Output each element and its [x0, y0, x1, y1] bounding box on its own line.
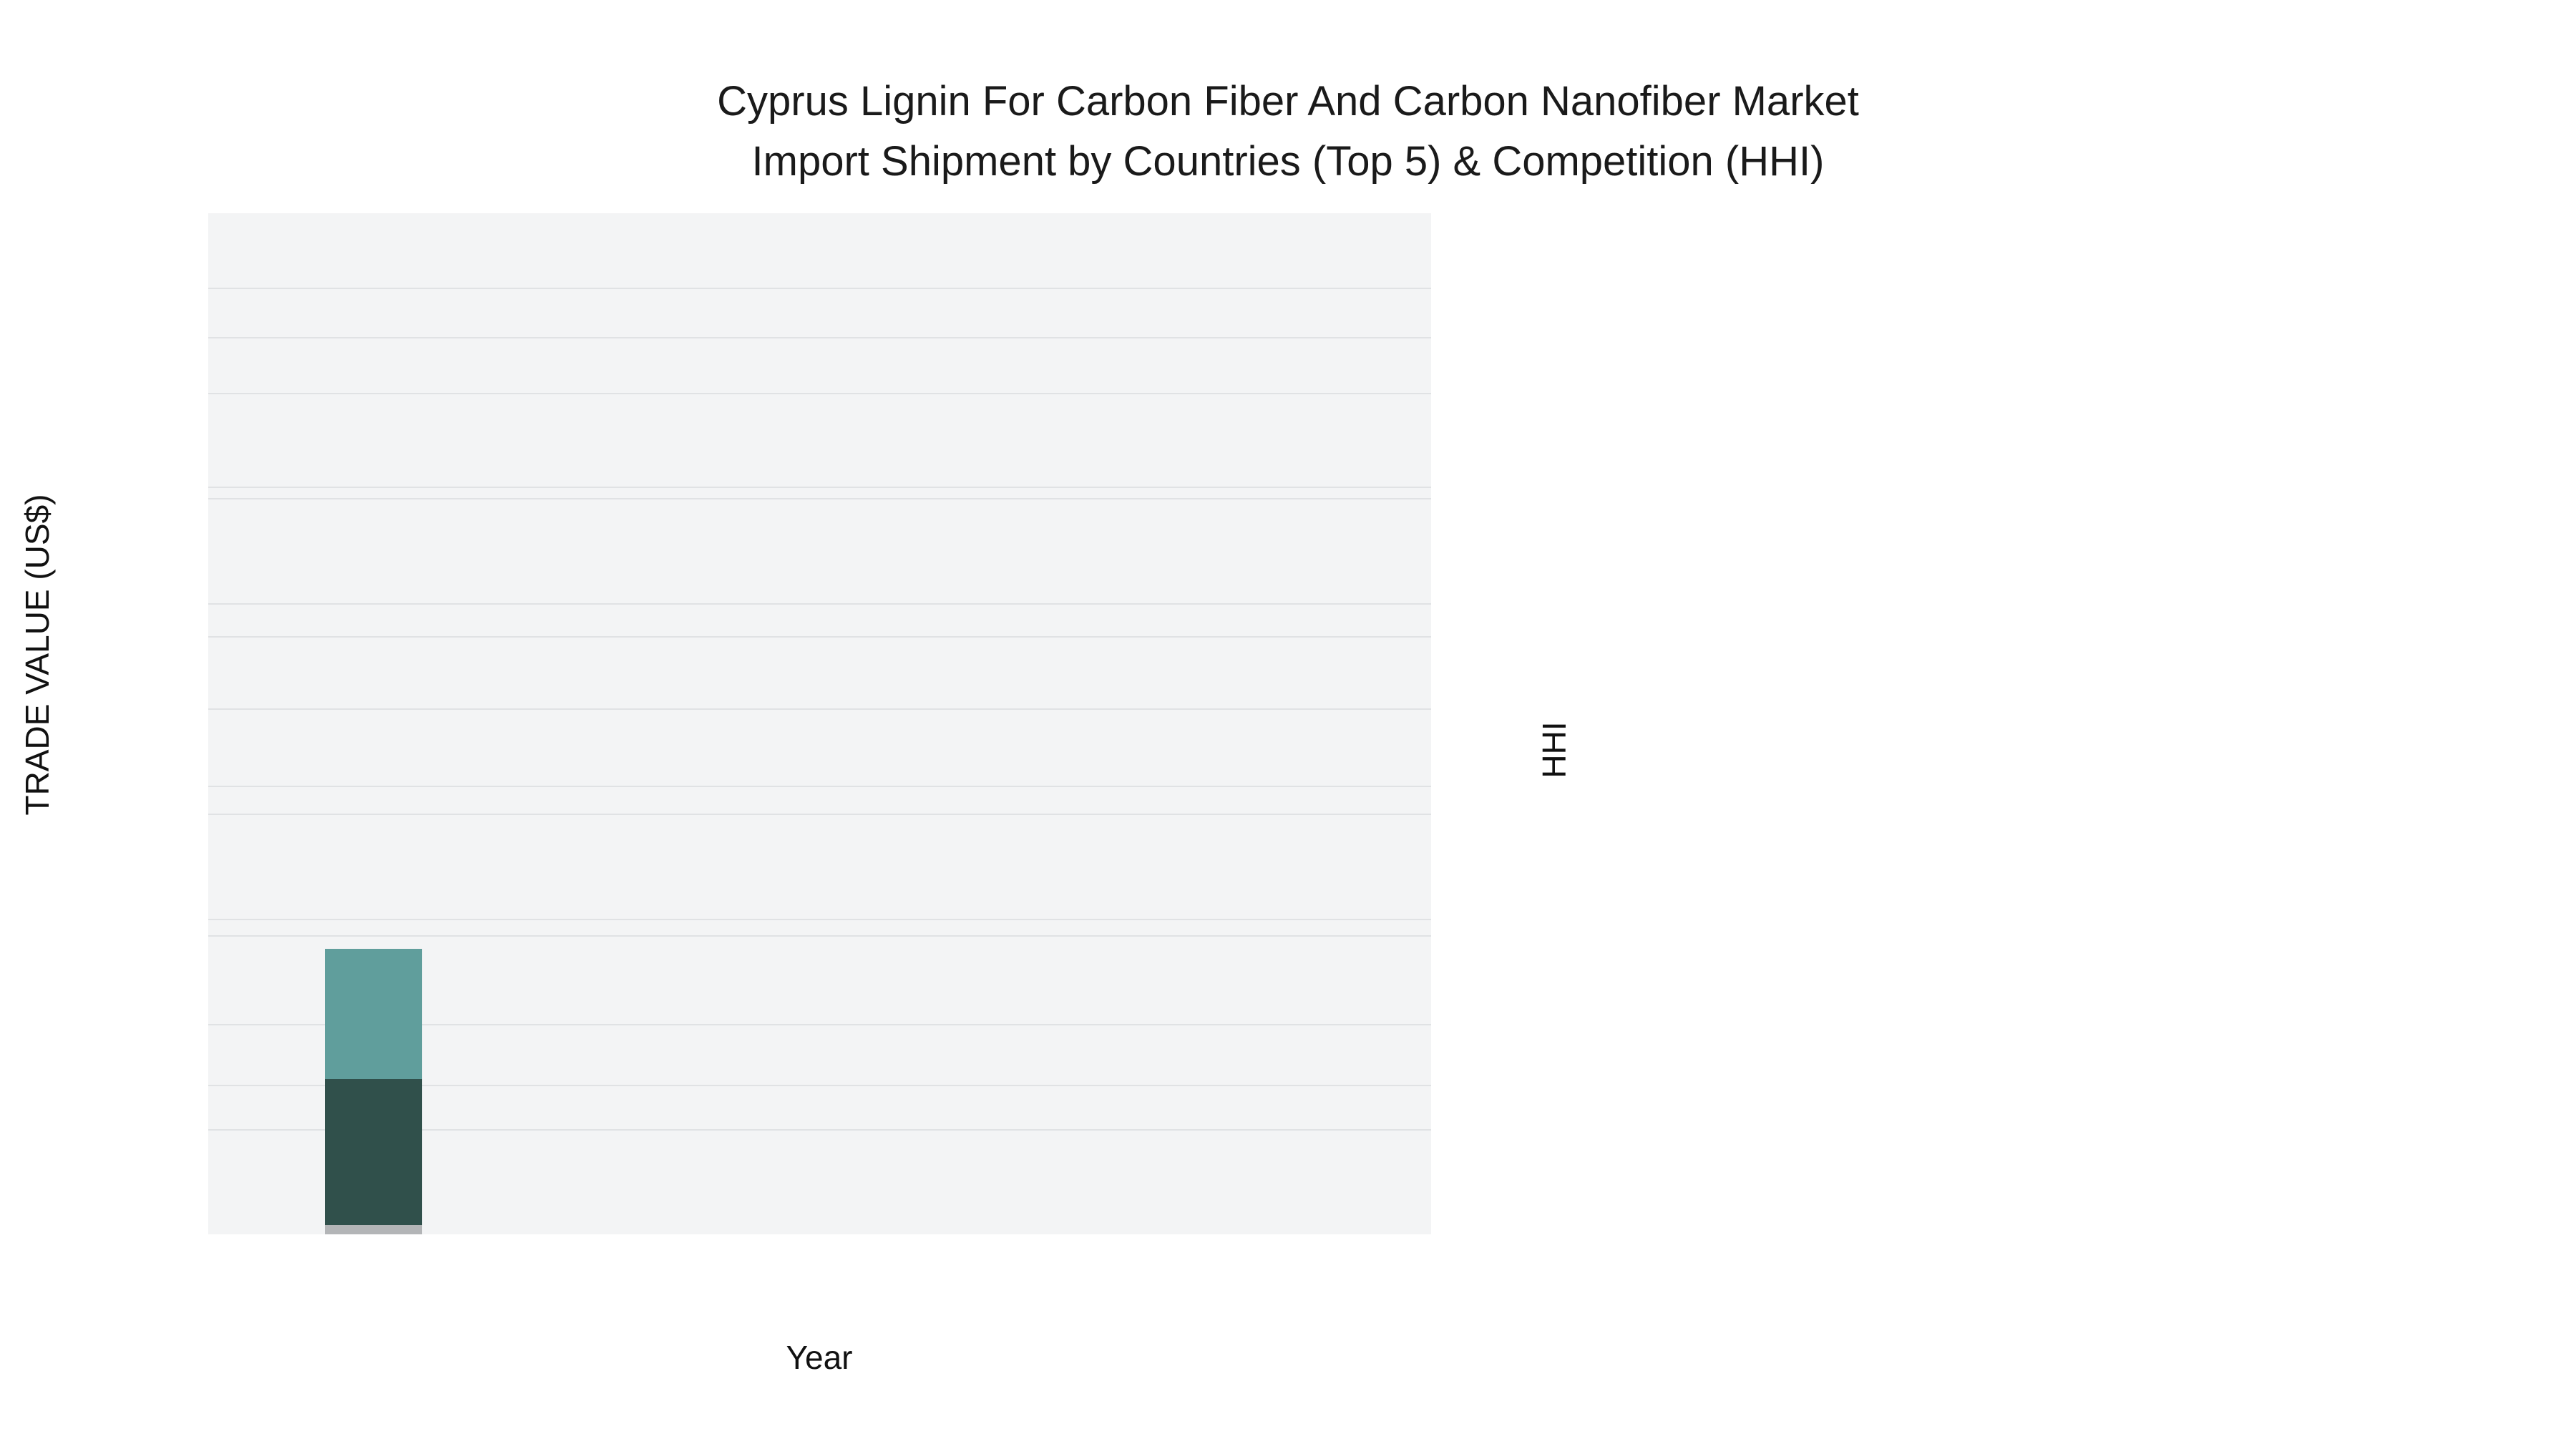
- gridline: [208, 1129, 1431, 1131]
- gridline: [208, 288, 1431, 289]
- hhi-line-layer: [0, 0, 215, 107]
- bar-segment-2020-russia: [325, 1078, 422, 1226]
- x-axis-title: Year: [786, 1339, 853, 1376]
- gridline: [208, 1024, 1431, 1025]
- chart-title-line2: Import Shipment by Countries (Top 5) & C…: [751, 138, 1825, 185]
- gridline: [208, 337, 1431, 338]
- y-right-axis-title: HHI: [1536, 721, 1573, 779]
- gridline: [208, 814, 1431, 815]
- gridline: [208, 1085, 1431, 1086]
- gridline: [208, 786, 1431, 787]
- gridline: [208, 603, 1431, 605]
- gridline: [208, 636, 1431, 638]
- y-left-axis-title: TRADE VALUE (US$): [19, 494, 56, 816]
- gridline: [208, 935, 1431, 937]
- gridline: [208, 708, 1431, 710]
- gridline: [208, 498, 1431, 499]
- bar-segment-2020-italy: [325, 948, 422, 1079]
- gridline: [208, 393, 1431, 394]
- gridline: [208, 487, 1431, 488]
- chart-title-line1: Cyprus Lignin For Carbon Fiber And Carbo…: [717, 78, 1859, 125]
- gridline: [208, 919, 1431, 920]
- bar-segment-2020-others: [325, 1225, 422, 1234]
